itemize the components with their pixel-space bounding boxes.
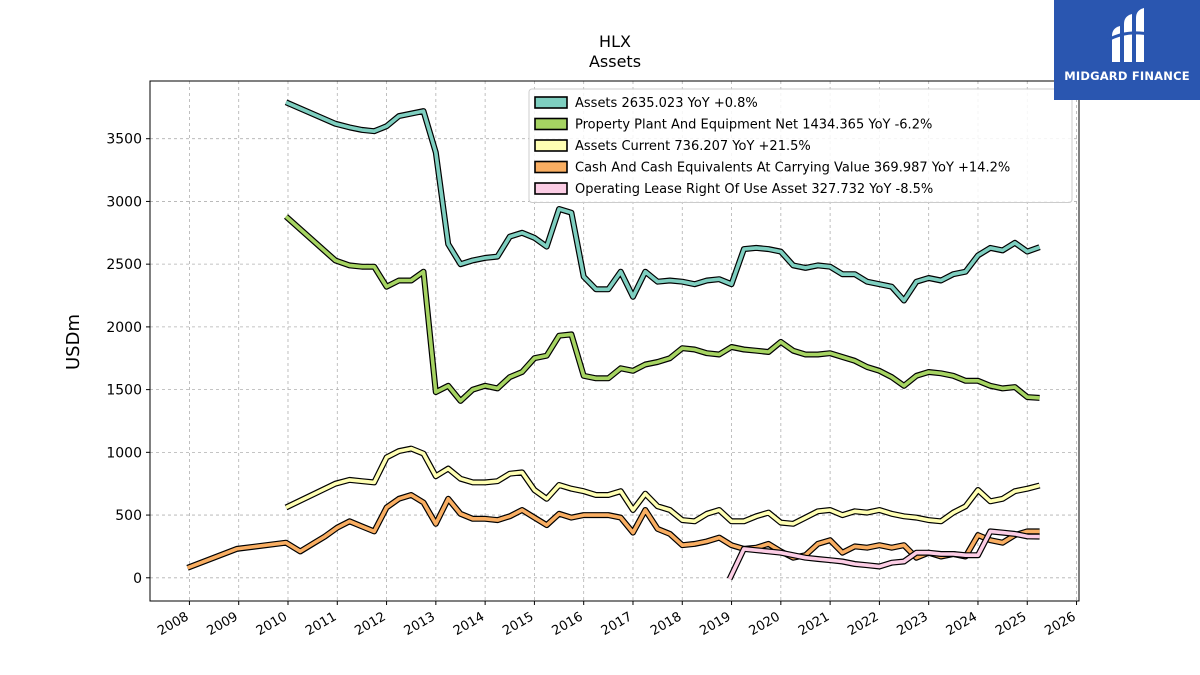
- series-line: [284, 215, 1040, 403]
- y-tick-label: 500: [115, 508, 142, 524]
- y-tick-label: 2500: [106, 257, 142, 273]
- y-tick-label: 3500: [106, 132, 142, 148]
- midgard-finance-logo: MIDGARD FINANCE: [1054, 0, 1200, 100]
- y-tick-label: 1000: [106, 445, 142, 461]
- x-tick-label: 2013: [402, 609, 438, 639]
- y-axis-label: USDm: [63, 314, 84, 370]
- legend-swatch: [534, 96, 568, 109]
- legend-entry: Assets Current 736.207 YoY +21.5%: [575, 139, 811, 154]
- legend-box: [528, 88, 1073, 203]
- y-tick-label: 1500: [106, 383, 142, 399]
- legend-entry: Cash And Cash Equivalents At Carrying Va…: [575, 161, 1010, 176]
- series-line: [186, 493, 1040, 570]
- legend-swatch: [534, 117, 568, 131]
- y-tick-label: 0: [133, 571, 142, 587]
- x-tick-label: 2020: [747, 609, 783, 639]
- x-tick-label: 2008: [155, 609, 191, 639]
- legend-entry: Assets 2635.023 YoY +0.8%: [575, 96, 758, 111]
- x-tick-label: 2022: [845, 609, 881, 639]
- x-tick-label: 2023: [895, 609, 931, 639]
- x-tick-label: 2010: [254, 609, 290, 639]
- x-tick-label: 2009: [205, 609, 241, 639]
- axis-ticks: 0 500 1000 1500 2000 2500 3000 3500 2008 2009 2010…: [106, 132, 1078, 639]
- plot-frame: [149, 80, 1080, 602]
- legend-swatch: [534, 139, 568, 152]
- logo-mark-icon: [1107, 8, 1149, 62]
- chart-subtitle: Assets: [589, 52, 641, 71]
- legend-swatch: [534, 160, 568, 174]
- x-tick-label: 2016: [550, 609, 586, 639]
- x-tick-label: 2014: [451, 609, 487, 639]
- x-tick-label: 2011: [303, 609, 339, 639]
- x-tick-label: 2012: [352, 609, 388, 639]
- logo-text: MIDGARD FINANCE: [1064, 69, 1190, 83]
- series-line: [285, 100, 1041, 303]
- y-tick-label: 3000: [106, 194, 142, 210]
- x-tick-label: 2017: [599, 609, 635, 639]
- legend: Assets 2635.023 YoY +0.8% Property Plant …: [528, 88, 1073, 203]
- chart-title: HLX: [599, 32, 631, 51]
- y-tick-label: 2000: [106, 320, 142, 336]
- x-tick-label: 2021: [796, 609, 832, 639]
- x-tick-label: 2019: [697, 609, 733, 639]
- series-group: [186, 99, 1041, 581]
- x-tick-label: 2026: [1042, 609, 1078, 639]
- x-tick-label: 2025: [993, 609, 1029, 639]
- series-line-outline: [284, 445, 1041, 527]
- x-tick-label: 2015: [500, 609, 536, 639]
- x-tick-label: 2018: [648, 609, 684, 639]
- series-line: [727, 529, 1040, 580]
- x-tick-label: 2024: [944, 609, 980, 639]
- series-line: [285, 446, 1041, 526]
- legend-swatch: [534, 182, 568, 195]
- legend-entry: Operating Lease Right Of Use Asset 327.7…: [575, 182, 933, 197]
- legend-entry: Property Plant And Equipment Net 1434.36…: [575, 118, 932, 133]
